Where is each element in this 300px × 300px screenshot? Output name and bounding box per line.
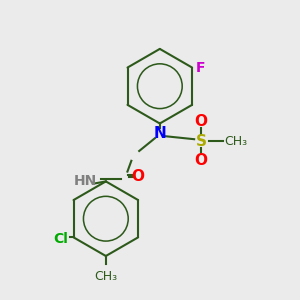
- Text: O: O: [194, 114, 208, 129]
- Text: O: O: [132, 169, 145, 184]
- Text: O: O: [194, 153, 208, 168]
- Text: S: S: [196, 134, 206, 149]
- Text: F: F: [196, 61, 206, 75]
- Text: CH₃: CH₃: [225, 135, 248, 148]
- Text: Cl: Cl: [53, 232, 68, 246]
- Text: HN: HN: [74, 174, 97, 188]
- Text: N: N: [153, 126, 166, 141]
- Text: CH₃: CH₃: [94, 270, 117, 283]
